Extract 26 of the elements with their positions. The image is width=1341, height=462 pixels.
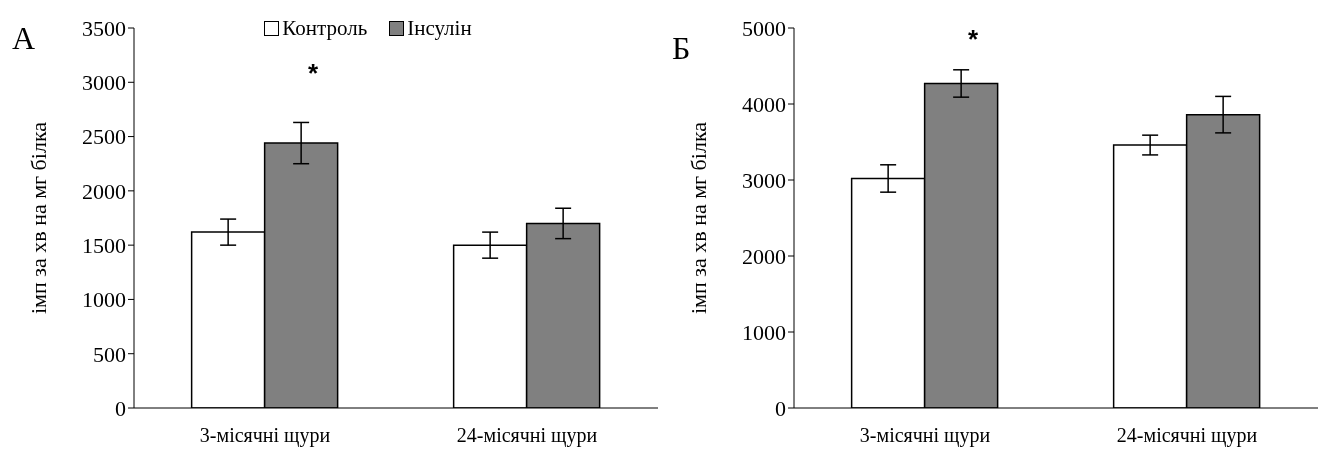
- y-tick-label: 1000: [742, 319, 786, 345]
- y-tick-label: 5000: [742, 15, 786, 41]
- y-tick-label: 3500: [82, 15, 126, 41]
- x-tick-label: 3-місячні щури: [859, 424, 991, 448]
- y-tick-label: 2000: [742, 243, 786, 269]
- y-tick-label: 1000: [82, 287, 126, 313]
- y-axis-title: імп за хв на мг білка: [685, 121, 711, 315]
- x-tick-label: 24-місячні щури: [456, 424, 598, 448]
- y-tick-label: 2500: [82, 124, 126, 150]
- y-tick-label: 0: [775, 395, 786, 421]
- x-tick-label: 24-місячні щури: [1116, 424, 1258, 448]
- legend-label: Інсулін: [407, 16, 472, 41]
- y-tick-label: 0: [115, 395, 126, 421]
- chart-title: Б: [672, 30, 691, 67]
- legend-label: Контроль: [282, 16, 368, 41]
- y-tick-label: 1500: [82, 232, 126, 258]
- y-tick-label: 3000: [82, 70, 126, 96]
- chart-title: А: [12, 20, 36, 57]
- y-tick-label: 3000: [742, 167, 786, 193]
- annotation: *: [308, 58, 319, 88]
- y-tick-label: 2000: [82, 178, 126, 204]
- x-tick-label: 3-місячні щури: [199, 424, 331, 448]
- y-tick-label: 500: [93, 341, 126, 367]
- y-tick-label: 4000: [742, 91, 786, 117]
- y-axis-title: імп за хв на мг білка: [25, 121, 51, 315]
- annotation: *: [968, 24, 979, 54]
